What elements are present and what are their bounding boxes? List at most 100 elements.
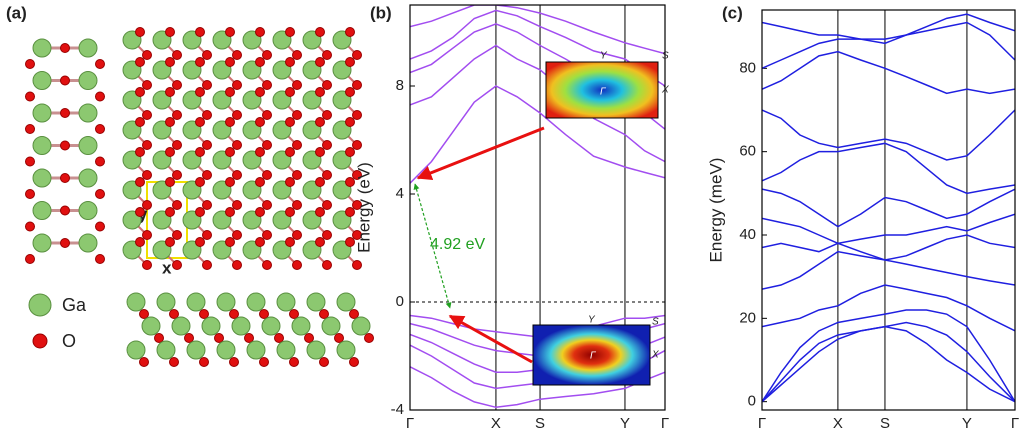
o-atom [289,309,299,319]
o-atom [172,50,182,60]
o-atom [315,147,325,157]
band-line [410,366,665,409]
ga-atom [32,168,52,188]
plot-frame [761,9,1016,411]
y-tick-label: 80 [739,59,756,76]
o-atom [225,237,235,247]
o-atom [142,110,152,120]
y-axis-label: Energy (eV) [354,162,373,253]
o-atom [322,200,332,210]
inset-label: X [661,85,669,96]
y-tick-label: 0 [748,393,756,410]
o-atom [315,27,325,37]
o-atom [352,260,362,270]
o-atom [229,309,239,319]
o-atom [285,147,295,157]
ga-atom [32,71,52,90]
o-atom [319,357,329,367]
x-tick-label: X [491,415,501,432]
o-atom [345,177,355,187]
inset-label: S [652,317,659,328]
band-line [762,284,1015,332]
o-atom [262,260,272,270]
o-atom [285,117,295,127]
band-line [762,325,1015,403]
band-line [762,109,1015,161]
o-atom [142,200,152,210]
ga-atom [336,340,356,360]
x-tick-label: Γ [661,415,669,432]
o-atom [135,147,145,157]
o-atom [255,117,265,127]
ga-atom [156,340,176,360]
o-atom [292,140,302,150]
y-tick-label: 4 [396,185,404,202]
y-tick-label: 8 [396,77,404,94]
o-atom [345,117,355,127]
o-atom [199,309,209,319]
o-atom [345,237,355,247]
o-atom [292,170,302,180]
o-atom [95,59,105,69]
y-tick-label: 0 [396,293,404,310]
ga-atom [78,103,98,123]
o-atom [25,124,35,134]
o-atom [255,177,265,187]
o-atom [60,43,70,53]
o-atom [345,27,355,37]
o-atom [60,238,70,248]
ga-atom [351,316,371,336]
o-atom [60,108,70,118]
o-atom [225,177,235,187]
ga-atom [216,340,236,360]
o-atom [135,237,145,247]
o-atom [345,57,355,67]
o-atom [95,91,105,102]
o-atom [165,57,175,67]
o-atom [195,27,205,37]
ga-atom [276,340,296,360]
o-atom [352,230,362,240]
insets: 4.92 eV Y S X Γ Y S X Γ [413,51,669,386]
panel-label: (a) [6,3,27,22]
x-tick-label: X [833,415,843,432]
o-atom [345,207,355,217]
ga-atom [336,292,356,312]
o-atom [195,57,205,67]
o-atom [262,50,272,60]
band-line [762,309,1015,403]
o-atom [349,309,359,319]
o-atom [292,230,302,240]
o-atom [232,140,242,150]
o-atom [195,147,205,157]
legend-label: Ga [62,295,87,315]
band-line [762,213,1015,245]
x-tick-label: S [880,415,890,432]
o-atom [315,177,325,187]
o-atom [322,80,332,90]
x-tick-label: Y [620,415,630,432]
axis-label: x [162,258,172,277]
o-atom [255,207,265,217]
o-atom [255,237,265,247]
o-atom [304,333,314,343]
o-atom [95,221,105,232]
o-atom [225,87,235,97]
o-atom [135,177,145,187]
o-atom [292,50,302,60]
o-atom [60,173,70,183]
o-atom [142,140,152,150]
ga-atom [291,316,311,336]
ga-atom [246,292,266,312]
o-atom [169,309,179,319]
o-atom [95,254,105,264]
o-atom [315,117,325,127]
o-atom [199,357,209,367]
x-tick-label: Γ [406,415,414,432]
o-atom [352,80,362,90]
o-atom [322,230,332,240]
o-atom [169,357,179,367]
o-atom [172,230,182,240]
o-atom [225,57,235,67]
